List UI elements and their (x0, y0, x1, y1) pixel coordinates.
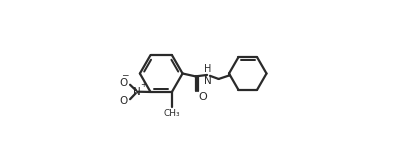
Text: O: O (198, 92, 207, 102)
Text: −: − (121, 70, 129, 79)
Text: N: N (133, 87, 141, 97)
Text: H: H (204, 64, 211, 74)
Text: O: O (120, 96, 128, 106)
Text: CH₃: CH₃ (164, 109, 180, 118)
Text: N: N (204, 76, 212, 86)
Text: +: + (140, 80, 146, 89)
Text: O: O (120, 78, 128, 88)
